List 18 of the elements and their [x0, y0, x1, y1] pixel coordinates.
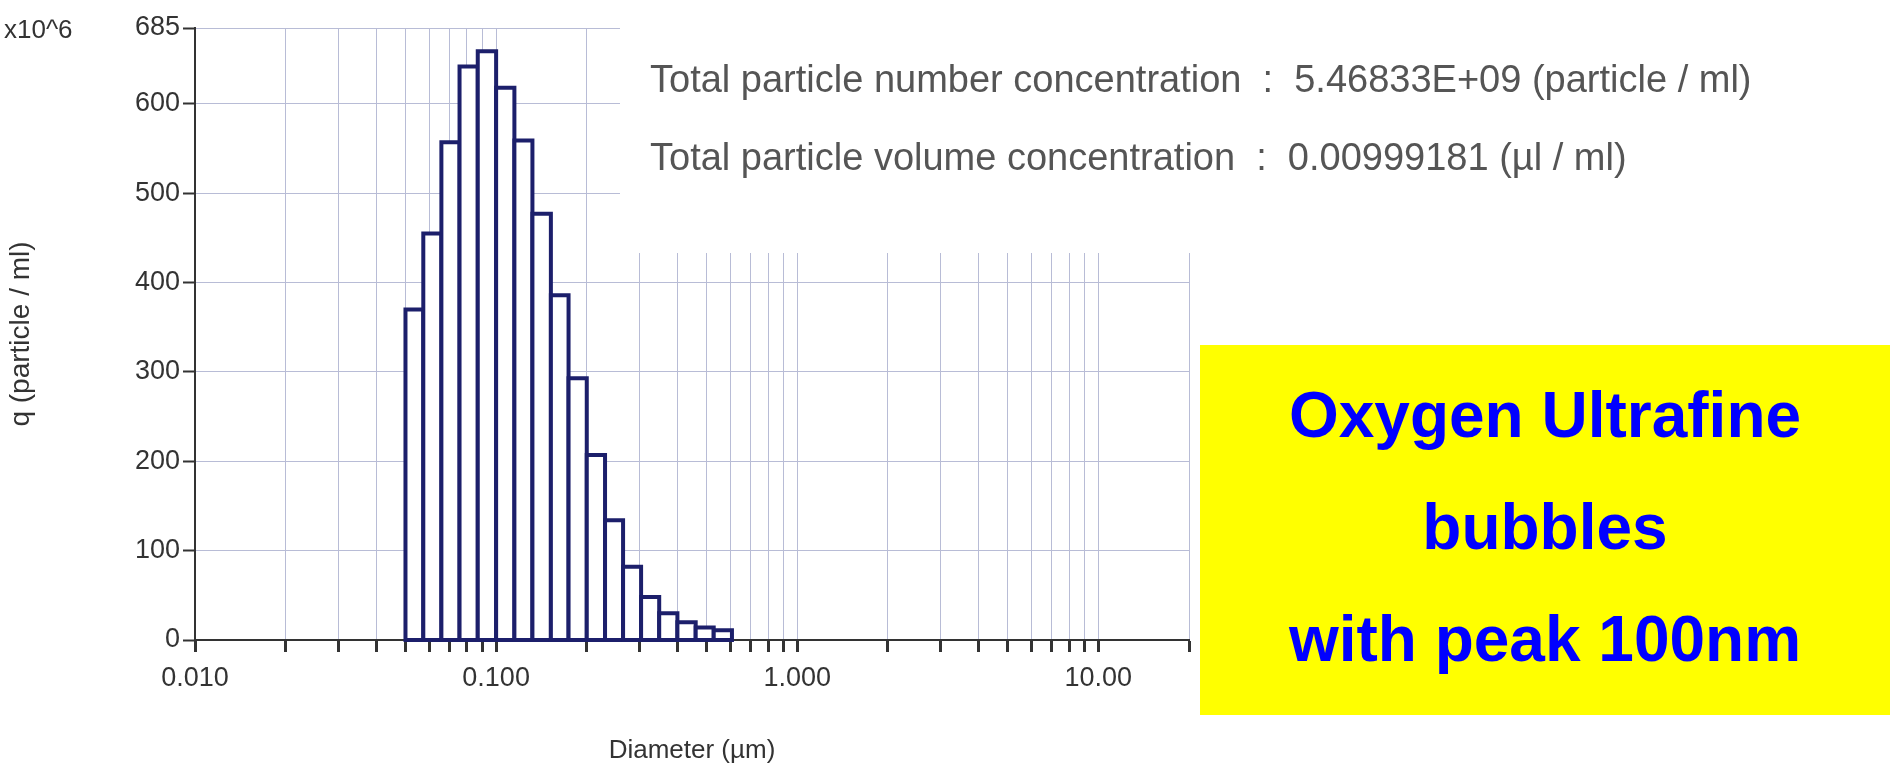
- y-tick-label: 100: [134, 534, 180, 565]
- annotation: Total particle volume concentration : 0.00999181 (µl / ml): [650, 135, 1628, 180]
- x-tick-label: 10.00: [1064, 661, 1133, 692]
- x-tick-label: 1.000: [763, 661, 832, 692]
- x-tick-label: 0.010: [161, 661, 229, 692]
- y-tick-label: 685: [134, 11, 180, 42]
- y-tick-label: 0: [164, 623, 180, 654]
- text: x10^6: [4, 14, 73, 45]
- y-tick-label: 400: [134, 266, 180, 297]
- x-axis-title: Diameter (µm): [608, 733, 776, 764]
- note-panel: Oxygen Ultrafine bubbles with peak 100nm: [1200, 345, 1890, 715]
- x-tick-label: 0.100: [462, 661, 530, 692]
- annotation: Total particle number concentration : 5.46833E+09 (particle / ml): [650, 57, 1753, 102]
- y-tick-label: 300: [134, 355, 180, 386]
- y-tick-label: 500: [134, 176, 180, 207]
- y-tick-label: 200: [134, 444, 180, 475]
- y-tick-label: 600: [134, 87, 180, 118]
- y-axis-title: q (particle / ml): [3, 241, 35, 427]
